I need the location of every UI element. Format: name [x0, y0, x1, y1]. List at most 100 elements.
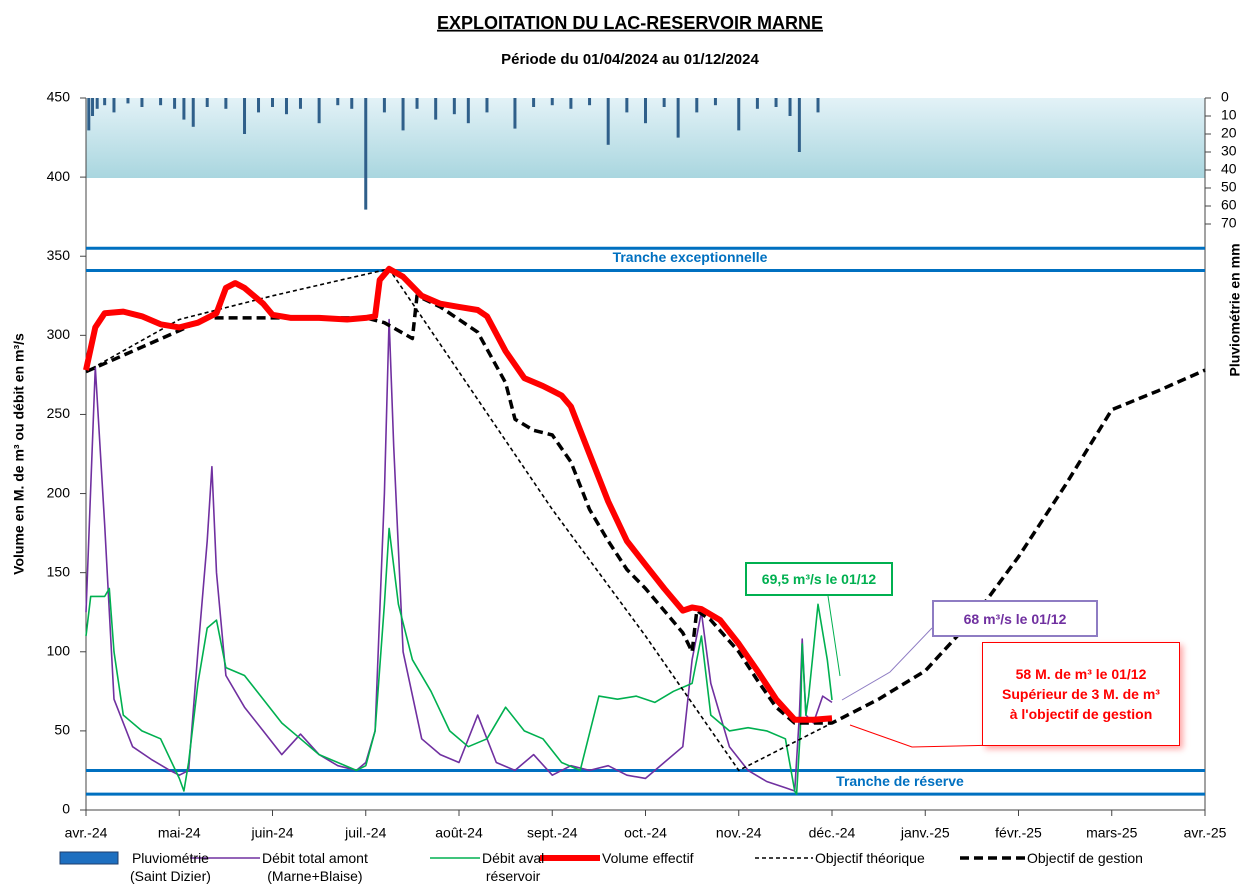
rain-bar	[364, 98, 368, 210]
rain-bar	[298, 98, 302, 109]
rain-bar	[87, 98, 91, 131]
rain-bar	[224, 98, 228, 109]
series-line	[85, 527, 833, 795]
rain-bar	[466, 98, 470, 124]
annotation: 69,5 m³/s le 01/12	[745, 562, 893, 596]
x-tick-label: sept.-24	[527, 825, 578, 841]
annotation: 58 M. de m³ le 01/12 Supérieur de 3 M. d…	[982, 642, 1180, 746]
rain-bar	[317, 98, 321, 124]
rain-bar	[676, 98, 680, 138]
x-tick-label: oct.-24	[624, 825, 667, 841]
x-tick-label: déc.-24	[809, 825, 856, 841]
x-tick-label: avr.-25	[1184, 825, 1227, 841]
reference-label: Tranche de réserve	[836, 773, 964, 789]
x-tick-label: févr.-25	[995, 825, 1042, 841]
rain-bar	[205, 98, 209, 107]
rain-bar	[662, 98, 666, 107]
rain-bar	[737, 98, 741, 131]
rain-bar	[644, 98, 647, 124]
rain-bar	[173, 98, 177, 109]
rain-bar	[243, 98, 247, 134]
x-tick-label: avr.-24	[65, 825, 108, 841]
rain-bar	[103, 98, 107, 106]
rain-bar	[401, 98, 405, 131]
rain-bar	[550, 98, 554, 106]
y-tick-label: 200	[47, 484, 71, 500]
series-line	[85, 294, 1206, 725]
annotation: 68 m³/s le 01/12	[932, 600, 1098, 637]
arrow	[841, 627, 933, 701]
rain-bar	[350, 98, 354, 109]
rain-bar	[434, 98, 438, 120]
y2-tick-label: 60	[1221, 197, 1237, 213]
rain-bar	[606, 98, 610, 145]
legend-label: Objectif théorique	[815, 850, 925, 866]
rain-bar	[695, 98, 699, 113]
y2-tick-label: 0	[1221, 89, 1229, 105]
rain-bar	[513, 98, 517, 129]
rain-bar	[625, 98, 629, 113]
y-tick-label: 250	[47, 405, 71, 421]
x-tick-label: juil.-24	[344, 825, 386, 841]
rain-bar	[159, 98, 163, 106]
y-tick-label: 350	[47, 247, 71, 263]
y-tick-label: 150	[47, 563, 71, 579]
rain-bar	[788, 98, 792, 116]
y2-tick-label: 50	[1221, 179, 1237, 195]
y2-tick-label: 70	[1221, 215, 1237, 231]
x-tick-label: janv.-25	[900, 825, 950, 841]
rain-bar	[797, 98, 801, 152]
rain-bar	[140, 98, 144, 107]
x-tick-label: mars-25	[1086, 825, 1138, 841]
y2-tick-label: 20	[1221, 125, 1237, 141]
legend-label: Débit total amont (Marne+Blaise)	[262, 850, 368, 884]
rain-bar	[126, 98, 130, 104]
rain-bar	[112, 98, 116, 113]
x-tick-label: mai-24	[158, 825, 201, 841]
series-line	[83, 265, 833, 723]
rain-bar	[816, 98, 820, 113]
reference-label: Tranche exceptionnelle	[613, 249, 768, 265]
x-tick-label: août-24	[435, 825, 483, 841]
rain-bar	[91, 98, 95, 116]
y-tick-label: 100	[47, 642, 71, 658]
series-line	[85, 268, 833, 772]
rain-bar	[485, 98, 489, 113]
y-tick-label: 0	[62, 801, 70, 817]
rain-bar	[713, 98, 717, 106]
rain-bar	[382, 98, 386, 113]
rain-bar	[284, 98, 288, 115]
rain-bar	[95, 98, 99, 109]
y-tick-label: 450	[47, 89, 71, 105]
y-tick-label: 300	[47, 326, 71, 342]
rain-bar	[271, 98, 274, 107]
chart-title: EXPLOITATION DU LAC-RESERVOIR MARNE	[437, 13, 823, 33]
chart-subtitle: Période du 01/04/2024 au 01/12/2024	[501, 51, 759, 68]
y-tick-label: 50	[54, 722, 70, 738]
series-line	[85, 318, 833, 792]
rain-bar	[569, 98, 573, 109]
rain-bar	[336, 98, 340, 106]
y2-tick-label: 40	[1221, 161, 1237, 177]
x-tick-label: juin-24	[250, 825, 293, 841]
y2-tick-label: 10	[1221, 107, 1237, 123]
y2-axis-label: Pluviométrie en mm	[1227, 243, 1243, 376]
rain-bar	[191, 98, 195, 127]
rain-bar	[532, 98, 536, 107]
legend-label: Objectif de gestion	[1027, 850, 1143, 866]
legend-label: Pluviométrie (Saint Dizier)	[130, 850, 211, 884]
x-tick-label: nov.-24	[716, 825, 762, 841]
rain-bar	[774, 98, 778, 107]
legend-swatch	[59, 851, 119, 865]
rain-bar	[755, 98, 759, 109]
rain-bar	[257, 98, 261, 113]
rain-bar	[415, 98, 419, 109]
y-axis-label: Volume en M. de m³ ou débit en m³/s	[11, 333, 27, 575]
arrow	[827, 595, 841, 677]
legend-label: Volume effectif	[602, 850, 694, 866]
y2-tick-label: 30	[1221, 143, 1237, 159]
y-tick-label: 400	[47, 168, 71, 184]
legend-label: Débit aval réservoir	[482, 850, 545, 884]
